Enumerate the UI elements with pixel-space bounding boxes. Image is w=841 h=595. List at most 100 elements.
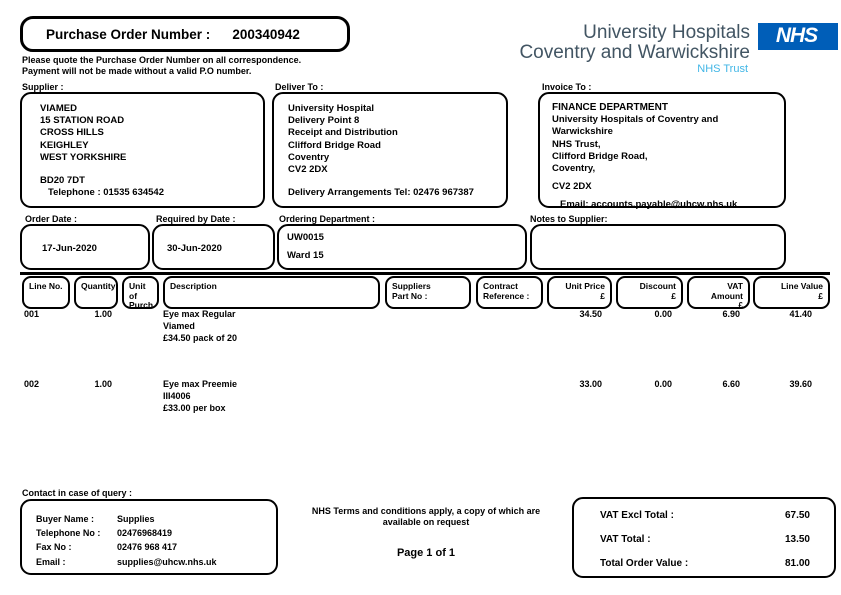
po-note-line2: Payment will not be made without a valid…: [22, 66, 252, 76]
row2-line-no: 002: [24, 379, 40, 389]
notes-to-supplier-label: Notes to Supplier:: [530, 214, 608, 224]
required-by-date-value: 30-Jun-2020: [167, 243, 222, 254]
trust-name-line1: University Hospitals: [583, 22, 750, 43]
contact-email-row: Email : supplies@uhcw.nhs.uk: [36, 555, 268, 569]
supplier-name: VIAMED: [40, 103, 77, 114]
terms-line1: NHS Terms and conditions apply, a copy o…: [311, 506, 541, 516]
invoice-address-line: University Hospitals of Coventry and War…: [552, 114, 719, 138]
terms-and-conditions: NHS Terms and conditions apply, a copy o…: [290, 506, 562, 528]
vat-total-label: VAT Total :: [600, 534, 651, 545]
row1-line-value: 41.40: [789, 309, 812, 319]
required-by-label: Required by Date :: [156, 214, 236, 224]
deliver-address-line: Delivery Point 8: [288, 115, 360, 127]
contact-fax-row: Fax No : 02476 968 417: [36, 540, 268, 554]
order-date-label: Order Date :: [25, 214, 78, 224]
contact-box: Buyer Name : Supplies Telephone No : 024…: [20, 499, 278, 575]
notes-to-supplier-box: [530, 224, 786, 270]
row2-discount: 0.00: [654, 379, 672, 389]
row2-description: Eye max Preemie III4006 £33.00 per box: [163, 379, 238, 413]
po-number-label: Purchase Order Number :: [46, 26, 211, 42]
vat-excl-total-row: VAT Excl Total : 67.50: [600, 510, 810, 534]
email-value: supplies@uhcw.nhs.uk: [117, 556, 217, 567]
row2-line-value: 39.60: [789, 379, 812, 389]
row1-vat-amount: 6.90: [722, 309, 740, 319]
buyer-name-value: Supplies: [117, 514, 155, 524]
terms-line2: available on request: [382, 517, 470, 527]
column-header-discount: Discount £: [616, 276, 683, 309]
row2-vat-amount: 6.60: [722, 379, 740, 389]
nhs-brand-header: University Hospitals Coventry and Warwic…: [519, 0, 841, 80]
invoice-to-address-box: FINANCE DEPARTMENT University Hospitals …: [538, 92, 786, 211]
invoice-address-line: Clifford Bridge Road,: [552, 150, 648, 162]
supplier-address-box: VIAMED 15 STATION ROAD CROSS HILLS KEIGH…: [20, 92, 265, 208]
invoice-address-line: NHS Trust,: [552, 138, 601, 150]
vat-excl-total-label: VAT Excl Total :: [600, 510, 674, 521]
contact-telephone-row: Telephone No : 02476968419: [36, 526, 268, 540]
supplier-address-line: KEIGHLEY: [40, 139, 89, 151]
order-date-box: 17-Jun-2020: [20, 224, 150, 270]
invoice-email: Email: accounts.payable@uhcw.nhs.uk: [560, 199, 738, 211]
contact-buyer-row: Buyer Name : Supplies: [36, 512, 268, 526]
invoice-address-line: Coventry,: [552, 163, 596, 175]
deliver-postcode: CV2 2DX: [288, 164, 328, 176]
row1-unit-price: 34.50: [579, 309, 602, 319]
supplier-label: Supplier :: [22, 82, 64, 92]
required-by-date-box: 30-Jun-2020: [152, 224, 275, 270]
total-order-value-value: 81.00: [784, 558, 810, 569]
column-header-line-no: Line No.: [22, 276, 70, 309]
supplier-address-line: WEST YORKSHIRE: [40, 151, 127, 163]
column-header-unit-price: Unit Price £: [547, 276, 612, 309]
column-header-line-value: Line Value £: [753, 276, 830, 309]
ordering-department-code: UW0015: [287, 232, 324, 243]
supplier-address-line: 15 STATION ROAD: [40, 115, 125, 127]
deliver-address-line: Coventry: [288, 151, 330, 163]
po-note: Please quote the Purchase Order Number o…: [22, 55, 301, 77]
ordering-department-label: Ordering Department :: [279, 214, 376, 224]
row2-quantity: 1.00: [94, 379, 112, 389]
page-number: Page 1 of 1: [396, 547, 456, 559]
column-header-suppliers-part-no: Suppliers Part No :: [385, 276, 471, 309]
row2-unit-price: 33.00: [579, 379, 602, 389]
nhs-trust-label: NHS Trust: [697, 63, 748, 75]
email-label: Email :: [36, 556, 66, 567]
column-header-unit-of-purch: Unit of Purch: [122, 276, 159, 310]
vat-total-value: 13.50: [784, 534, 810, 545]
fax-label: Fax No :: [36, 542, 72, 553]
deliver-address-line: University Hospital: [288, 103, 375, 114]
order-date-value: 17-Jun-2020: [42, 243, 97, 254]
ordering-department-name: Ward 15: [287, 250, 324, 261]
trust-name-line2: Coventry and Warwickshire: [519, 42, 750, 63]
table-top-rule: [20, 272, 830, 275]
ordering-department-box: UW0015 Ward 15: [277, 224, 527, 270]
supplier-address-line: CROSS HILLS: [40, 127, 104, 139]
nhs-logo: NHS: [758, 23, 838, 50]
column-header-quantity: Quantity: [74, 276, 118, 309]
totals-box: VAT Excl Total : 67.50 VAT Total : 13.50…: [572, 497, 836, 578]
buyer-name-label: Buyer Name :: [36, 514, 95, 524]
po-number-box: Purchase Order Number : 200340942: [20, 16, 350, 52]
vat-excl-total-value: 67.50: [784, 510, 810, 521]
column-header-description: Description: [163, 276, 380, 309]
deliver-to-address-box: University Hospital Delivery Point 8 Rec…: [272, 92, 508, 208]
supplier-postcode: BD20 7DT: [40, 175, 85, 187]
invoice-postcode: CV2 2DX: [552, 181, 592, 193]
row1-line-no: 001: [24, 309, 40, 319]
total-order-value-row: Total Order Value : 81.00: [600, 558, 810, 582]
vat-total-row: VAT Total : 13.50: [600, 534, 810, 558]
supplier-telephone: Telephone : 01535 634542: [48, 187, 164, 199]
deliver-address-line: Clifford Bridge Road: [288, 139, 381, 151]
po-number-value: 200340942: [232, 26, 300, 42]
contact-query-label: Contact in case of query :: [22, 488, 133, 498]
column-header-contract-reference: Contract Reference :: [476, 276, 543, 309]
invoice-department: FINANCE DEPARTMENT: [552, 102, 668, 113]
deliver-address-line: Receipt and Distribution: [288, 127, 398, 139]
column-header-vat-amount: VAT Amount £: [687, 276, 750, 310]
delivery-arrangements: Delivery Arrangements Tel: 02476 967387: [288, 187, 474, 199]
row1-discount: 0.00: [654, 309, 672, 319]
po-note-line1: Please quote the Purchase Order Number o…: [22, 55, 302, 65]
telephone-value: 02476968419: [117, 528, 173, 539]
fax-value: 02476 968 417: [117, 542, 178, 553]
row1-quantity: 1.00: [94, 309, 112, 319]
invoice-to-label: Invoice To :: [542, 82, 592, 92]
total-order-value-label: Total Order Value :: [600, 558, 689, 569]
